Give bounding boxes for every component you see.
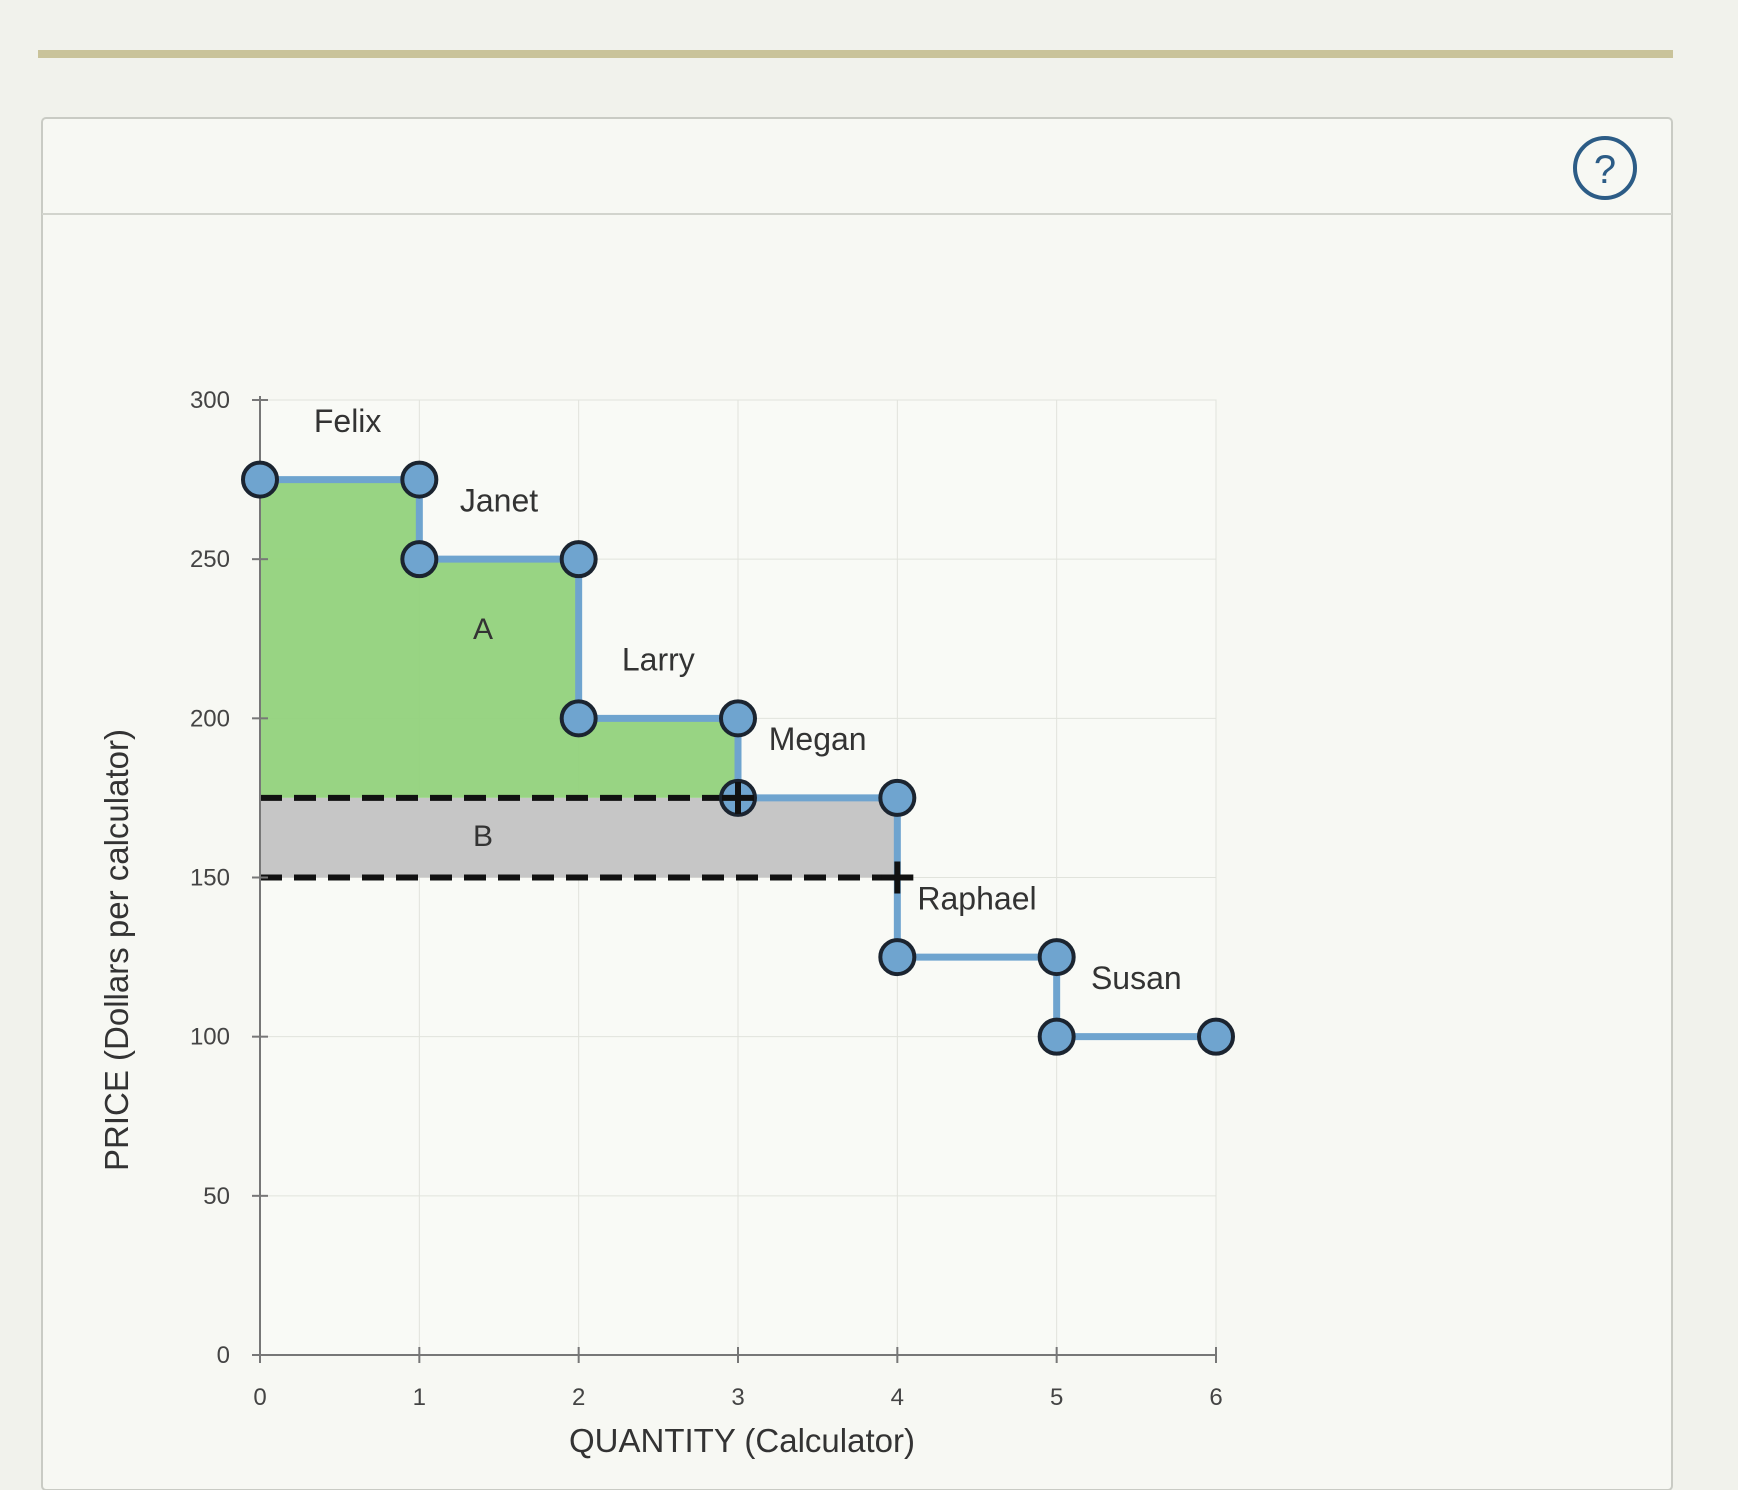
y-tick-label: 100 [190,1024,230,1051]
help-icon[interactable] [1573,136,1637,200]
y-tick-label: 150 [190,865,230,892]
x-tick-label: 6 [1209,1384,1222,1411]
demand-point [559,699,598,738]
step-label-megan: Megan [769,721,867,757]
y-tick-label: 250 [190,546,230,573]
demand-point [719,699,757,738]
step-label-felix: Felix [314,403,382,439]
x-tick-label: 1 [413,1384,426,1411]
demand-point [400,540,439,579]
demand-point [878,938,917,977]
step-label-susan: Susan [1091,960,1182,996]
plot-area: A B 0 1 2 3 4 5 6 0 50 100 150 200 250 300 Felix Janet Lar… [190,387,1235,1411]
step-label-larry: Larry [622,642,695,678]
demand-point [1197,1017,1235,1056]
step-label-raphael: Raphael [917,880,1036,916]
region-b [260,797,898,878]
top-rule [38,50,1673,58]
demand-point [1037,938,1076,977]
demand-point [559,540,598,579]
x-tick-label: 0 [253,1384,266,1411]
demand-point [878,778,917,817]
y-tick-label: 0 [217,1342,230,1369]
y-tick-label: 50 [203,1183,230,1210]
help-button[interactable]: ? [1573,136,1637,200]
y-axis-label: PRICE (Dollars per calculator) [98,729,135,1171]
demand-point [400,460,439,499]
x-tick-label: 4 [891,1384,904,1411]
x-axis-label: QUANTITY (Calculator) [569,1422,915,1459]
x-tick-label: 5 [1050,1384,1063,1411]
region-a-label: A [473,613,493,646]
y-tick-label: 200 [190,705,230,732]
help-icon-label: ? [1594,148,1616,192]
x-tick-label: 3 [731,1384,744,1411]
x-tick-label: 2 [572,1384,585,1411]
demand-point [241,460,279,499]
y-tick-label: 300 [190,387,230,414]
step-label-janet: Janet [460,482,538,518]
region-b-label: B [473,820,493,853]
demand-point [1037,1017,1076,1056]
